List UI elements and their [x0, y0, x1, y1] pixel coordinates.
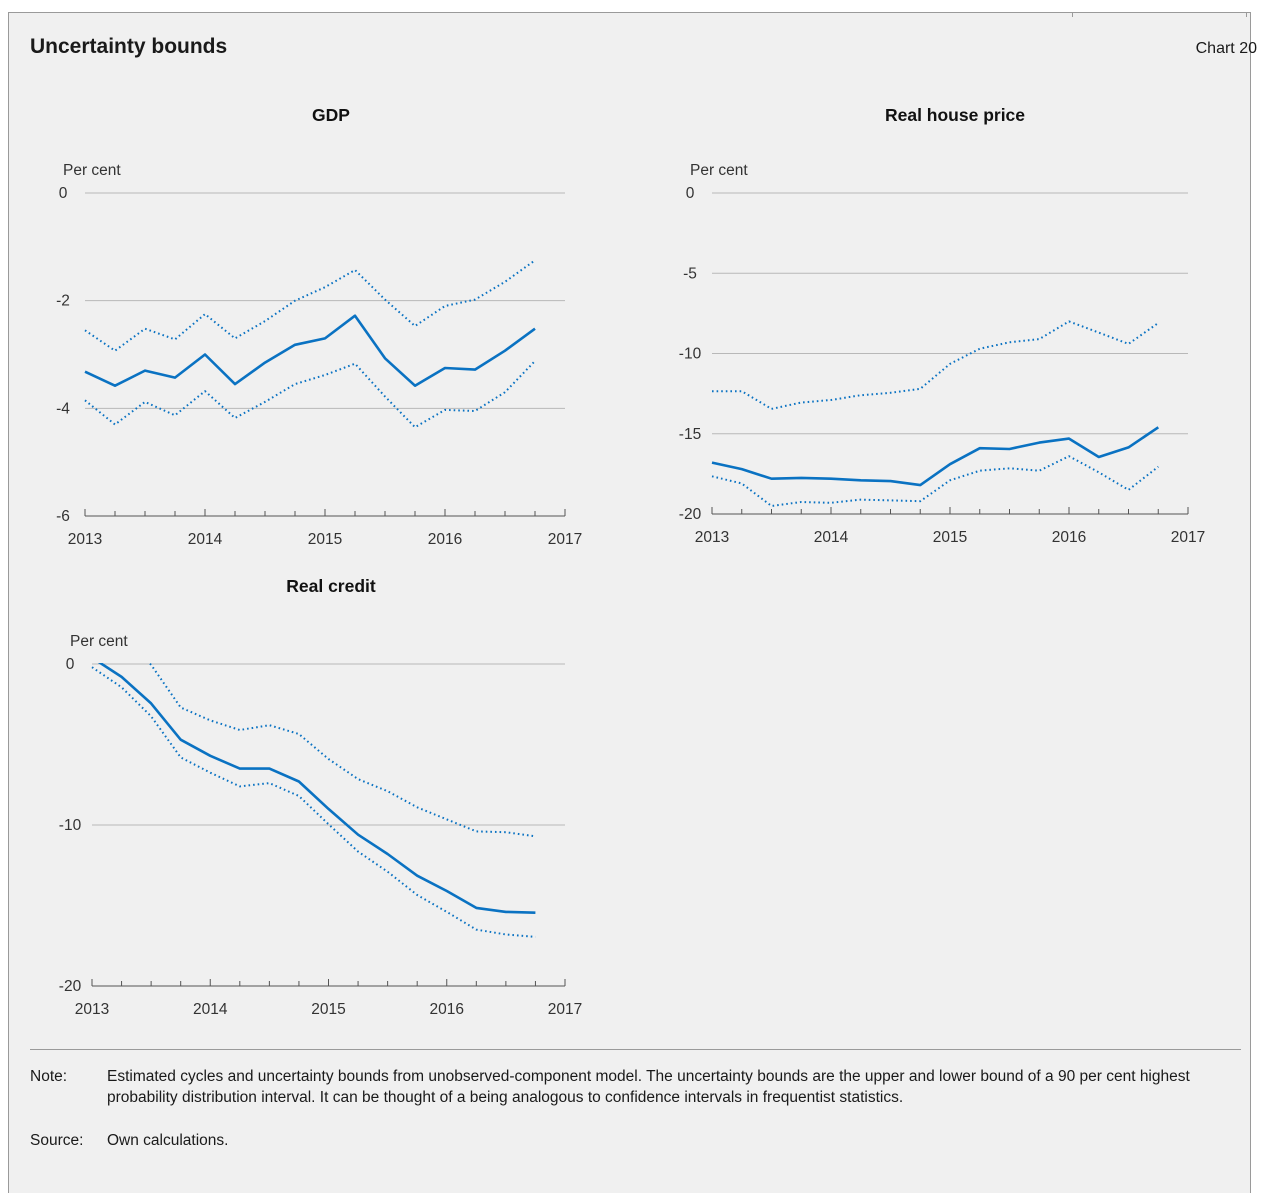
- y-tick-label: -20: [679, 506, 702, 523]
- series-line-upper-bound: [712, 320, 1159, 410]
- series-line-cycle: [84, 314, 536, 388]
- page-title: Uncertainty bounds: [30, 35, 228, 58]
- y-tick-label: 0: [686, 185, 695, 202]
- chart-title: GDP: [312, 105, 350, 125]
- note-block: Note: Estimated cycles and uncertainty b…: [30, 1066, 1240, 1108]
- y-tick-label: -20: [59, 978, 82, 995]
- y-tick-label: -4: [56, 400, 70, 417]
- x-tick-label: 2017: [548, 1001, 582, 1018]
- source-block: Source: Own calculations.: [30, 1130, 1240, 1151]
- charts-canvas: GDP Per cent 0 -2 -4 -6 2013 2014 2015 2016 2017 Re…: [56, 105, 1205, 1018]
- x-tick-label: 2016: [428, 531, 462, 548]
- source-label: Source:: [30, 1132, 84, 1149]
- x-tick-label: 2015: [933, 529, 967, 546]
- top-edge-tick: [1072, 13, 1073, 17]
- y-tick-label: -15: [679, 426, 701, 443]
- y-axis-unit-label: Per cent: [70, 633, 128, 650]
- source-text: Own calculations.: [107, 1132, 229, 1149]
- y-tick-label: -5: [683, 265, 697, 282]
- x-tick-label: 2014: [193, 1001, 228, 1018]
- series-line-cycle: [711, 426, 1160, 487]
- y-tick-label: -10: [59, 817, 82, 834]
- series-line-cycle: [97, 663, 536, 914]
- series-line-lower-bound: [711, 455, 1159, 507]
- y-tick-label: -10: [679, 346, 702, 363]
- x-tick-label: 2016: [1052, 529, 1086, 546]
- x-tick-label: 2013: [75, 1001, 109, 1018]
- y-axis-unit-label: Per cent: [63, 162, 121, 179]
- x-tick-label: 2015: [308, 531, 342, 548]
- y-tick-label: -2: [56, 293, 70, 310]
- note-text: Estimated cycles and uncertainty bounds …: [107, 1068, 1190, 1106]
- x-tick-label: 2015: [311, 1001, 345, 1018]
- x-tick-label: 2017: [1171, 529, 1205, 546]
- y-tick-label: 0: [59, 185, 68, 202]
- x-tick-label: 2014: [188, 531, 223, 548]
- chart-number: Chart 20: [1195, 40, 1257, 57]
- chart-title: Real credit: [286, 576, 376, 596]
- y-tick-label: 0: [66, 656, 75, 673]
- x-tick-label: 2013: [695, 529, 729, 546]
- series-line-lower-bound: [91, 666, 536, 938]
- x-tick-label: 2017: [548, 531, 582, 548]
- x-tick-label: 2013: [68, 531, 102, 548]
- series-line-lower-bound: [84, 360, 536, 429]
- y-axis-unit-label: Per cent: [690, 162, 748, 179]
- series-line-upper-bound: [84, 259, 536, 352]
- note-label: Note:: [30, 1068, 68, 1085]
- y-tick-label: -6: [56, 508, 70, 525]
- x-tick-label: 2016: [430, 1001, 464, 1018]
- x-tick-label: 2014: [814, 529, 849, 546]
- chart-title: Real house price: [885, 105, 1025, 125]
- chart-panel: [8, 12, 1251, 1193]
- top-edge-tick: [1246, 13, 1247, 17]
- footnote-divider: [30, 1049, 1241, 1050]
